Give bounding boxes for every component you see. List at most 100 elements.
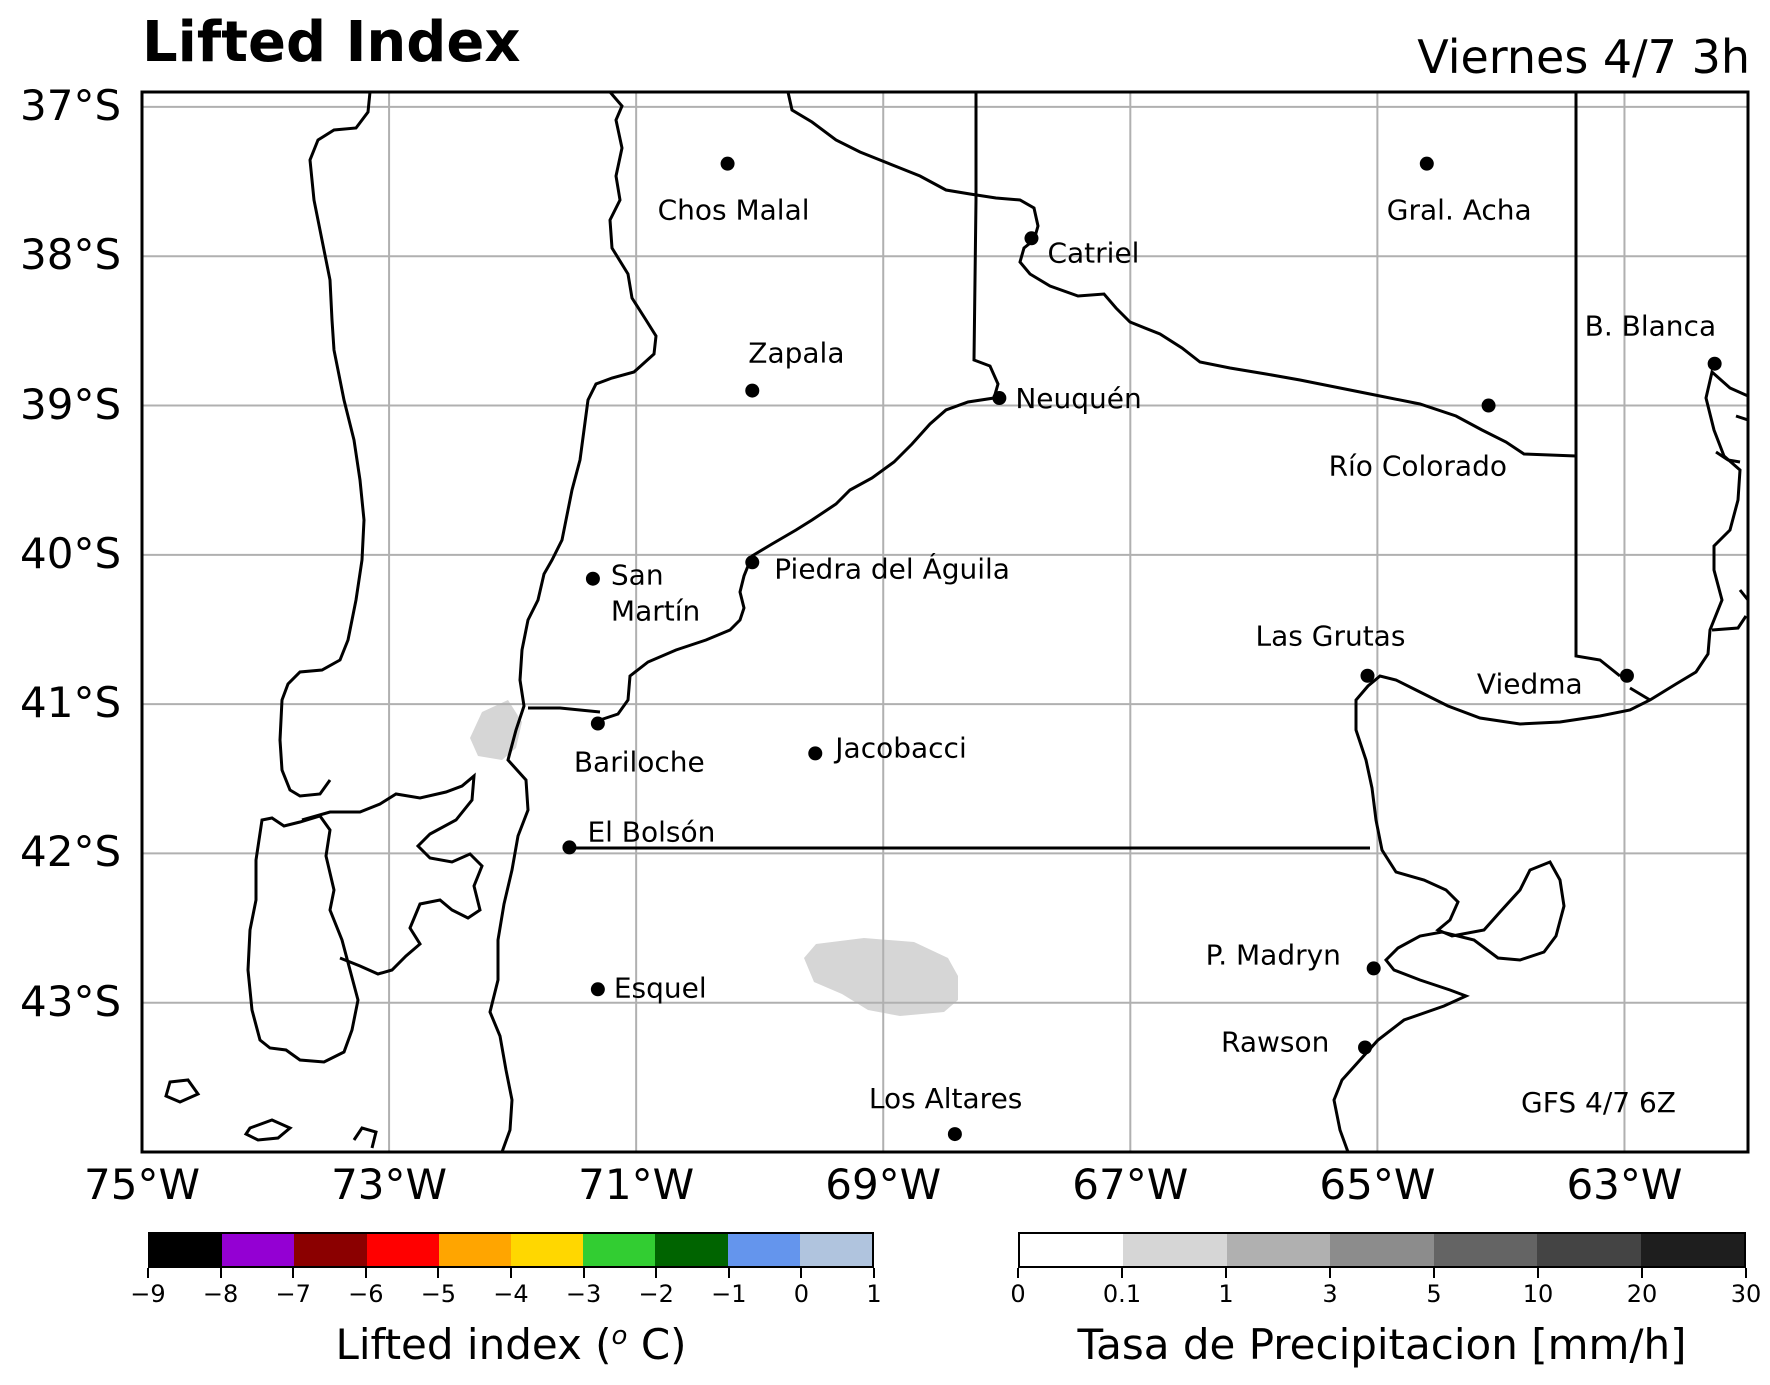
colorbar-tick-label: 10: [1522, 1280, 1554, 1308]
map-frame: [140, 90, 1750, 1154]
lifted-index-colorbar: [148, 1232, 874, 1268]
map-subtitle: Viernes 4/7 3h: [1417, 30, 1750, 84]
lon-label: 69°W: [825, 1160, 942, 1209]
colorbar-tick-mark: [292, 1268, 295, 1278]
lon-label: 67°W: [1072, 1160, 1189, 1209]
colorbar-tick-label: 0: [793, 1280, 810, 1308]
city-label: Jacobacci: [833, 731, 966, 764]
city-label: Esquel: [614, 971, 707, 1004]
colorbar-tick-mark: [1745, 1268, 1747, 1278]
colorbar-tick-label: 3: [1322, 1280, 1338, 1308]
lat-label: 39°S: [20, 379, 122, 429]
lat-label: 41°S: [20, 678, 122, 728]
city-marker: [720, 156, 735, 171]
colorbar-tick-mark: [1537, 1268, 1539, 1278]
colorbar-tick-mark: [1641, 1268, 1643, 1278]
chile-argentina-border: [488, 92, 658, 1152]
grid-lines: [142, 92, 1748, 1152]
colorbar-tick-label: 30: [1730, 1280, 1762, 1308]
lat-label: 37°S: [20, 80, 122, 130]
colorbar-tick-mark: [364, 1268, 367, 1278]
colorbar-tick-label: 0.1: [1102, 1280, 1142, 1308]
colorbar-tick-mark: [582, 1268, 585, 1278]
city-marker: [585, 571, 600, 586]
lifted-index-colorbar-title: Lifted index (o C): [335, 1320, 687, 1369]
colorbar-cell: [583, 1234, 656, 1266]
city-label: Catriel: [1047, 236, 1139, 269]
precip-area-andes: [470, 700, 522, 760]
lat-label: 42°S: [20, 827, 122, 877]
lon-label: 63°W: [1566, 1160, 1683, 1209]
colorbar-tick-mark: [1329, 1268, 1331, 1278]
colorbar-tick-label: −4: [493, 1280, 529, 1308]
colorbar-tick-mark: [1225, 1268, 1227, 1278]
city-label: Rawson: [1221, 1025, 1329, 1058]
city-marker: [1024, 231, 1039, 246]
lon-label: 75°W: [84, 1160, 200, 1209]
lat-label: 43°S: [20, 976, 122, 1026]
city-label: Zapala: [748, 337, 844, 370]
laPampa-buenosaires-border: [1574, 92, 1651, 702]
city-label: Piedra del Águila: [774, 551, 1010, 585]
map-title: Lifted Index: [142, 10, 521, 75]
colorbar-cell: [294, 1234, 367, 1266]
lon-label: 71°W: [578, 1160, 695, 1209]
lon-label: 73°W: [331, 1160, 448, 1209]
city-label: B. Blanca: [1585, 310, 1716, 343]
colorbar-tick-mark: [800, 1268, 803, 1278]
city-label: Gral. Acha: [1387, 194, 1532, 227]
lat-label: 38°S: [20, 230, 122, 280]
colorbar-cell: [438, 1234, 512, 1266]
bahia-blanca-coast: [1711, 414, 1748, 632]
colorbar-tick-label: −1: [711, 1280, 747, 1308]
city-marker: [590, 716, 605, 731]
city-marker: [1481, 398, 1496, 413]
colorbar-cell: [1123, 1234, 1227, 1266]
colorbar-cell: [1020, 1234, 1124, 1266]
city-label: Neuquén: [1015, 382, 1141, 415]
colorbar-tick-mark: [727, 1268, 730, 1278]
model-run-label: GFS 4/7 6Z: [1521, 1086, 1676, 1119]
colorbar-tick-label: 1: [866, 1280, 882, 1308]
city-marker: [745, 383, 760, 398]
city-marker: [992, 391, 1007, 406]
city-label: P. Madryn: [1206, 938, 1341, 971]
colorbar-tick-label: 20: [1626, 1280, 1658, 1308]
precip-colorbar-title: Tasa de Precipitacion [mm/h]: [1077, 1320, 1687, 1369]
colorbar-cell: [1330, 1234, 1434, 1266]
colorbar-tick-label: 5: [1426, 1280, 1442, 1308]
city-marker: [562, 840, 577, 855]
colorbar-tick-label: −2: [638, 1280, 674, 1308]
city-marker: [1419, 156, 1434, 171]
colorbar-cell: [727, 1234, 800, 1266]
city-label: San Martín: [611, 559, 700, 628]
colorbar-cell: [1433, 1234, 1538, 1266]
precip-area-chubut: [804, 938, 958, 1016]
lat-label: 40°S: [20, 528, 122, 578]
colorbar-tick-label: −3: [565, 1280, 602, 1308]
city-marker: [947, 1127, 962, 1142]
city-marker: [1619, 668, 1634, 683]
colorbar-tick-label: 0: [1010, 1280, 1026, 1308]
colorbar-tick-mark: [147, 1268, 149, 1278]
city-marker: [1707, 356, 1722, 371]
colorbar-tick-mark: [219, 1268, 222, 1278]
pacific-coastline: [278, 92, 372, 798]
city-label: Los Altares: [869, 1082, 1023, 1115]
colorbar-tick-label: −6: [348, 1280, 384, 1308]
rionegro-chubut-border: [528, 706, 1370, 850]
city-label: Las Grutas: [1256, 620, 1406, 653]
colorbar-cell: [655, 1234, 728, 1266]
south-fjords: [164, 1078, 378, 1149]
colorbar-tick-label: −5: [420, 1280, 457, 1308]
colorbar-tick-mark: [510, 1268, 512, 1278]
map-layer: [142, 92, 1748, 1152]
lon-label: 65°W: [1319, 1160, 1436, 1209]
city-label: Viedma: [1477, 668, 1583, 701]
city-label: Río Colorado: [1329, 450, 1507, 483]
colorbar-cell: [511, 1234, 584, 1266]
city-marker: [590, 982, 605, 997]
neuquen-mendoza-border: [786, 92, 1577, 458]
colorbar-tick-mark: [655, 1268, 658, 1278]
colorbar-tick-label: 1: [1218, 1280, 1234, 1308]
